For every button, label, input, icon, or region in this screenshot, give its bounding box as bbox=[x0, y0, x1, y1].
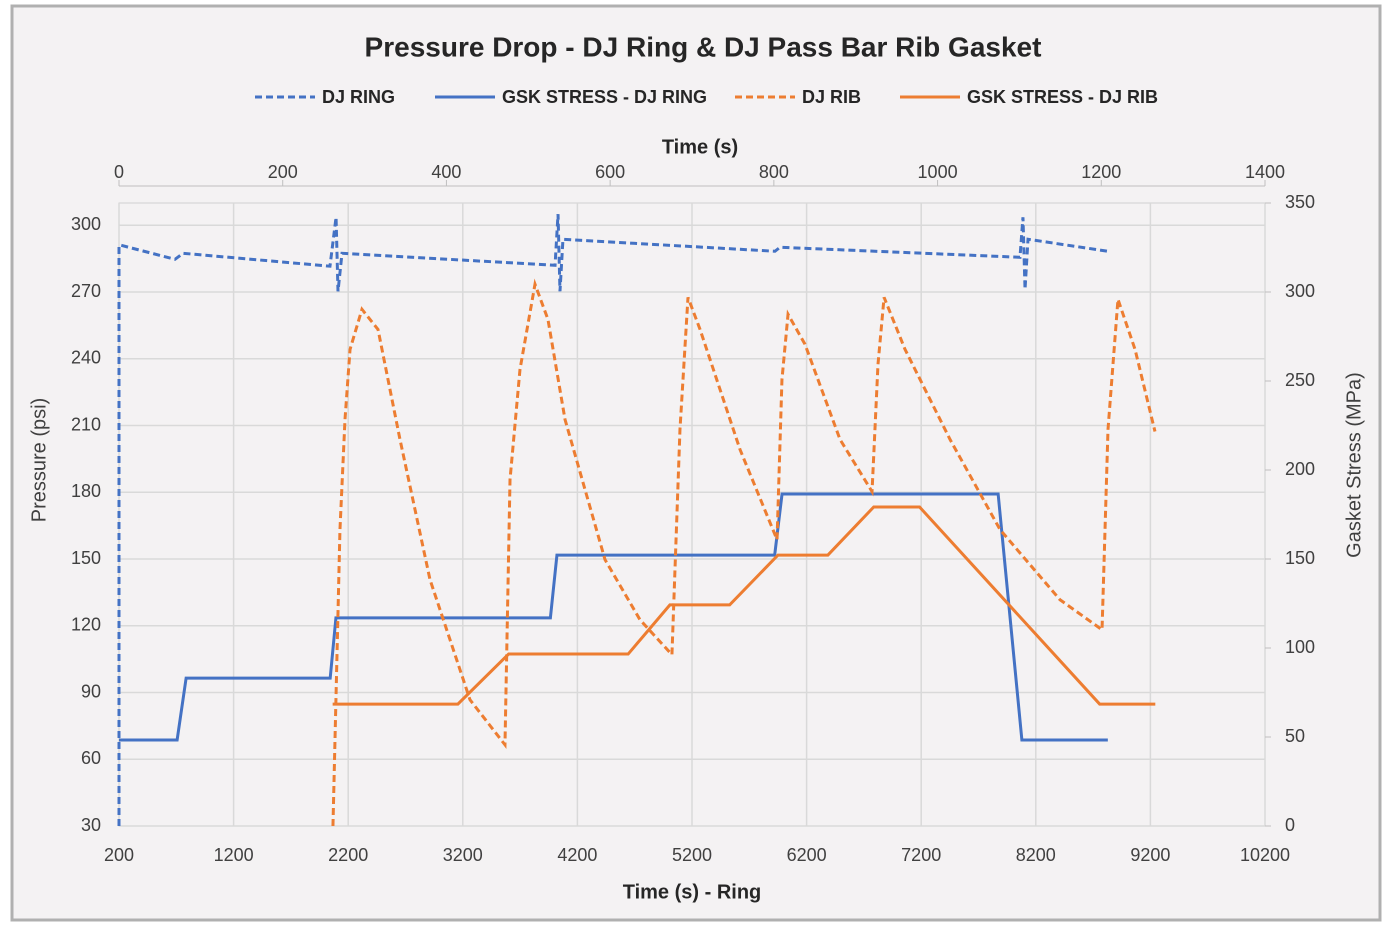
y2-axis-label: Gasket Stress (MPa) bbox=[1343, 372, 1365, 558]
y-tick-label: 60 bbox=[81, 748, 101, 768]
x-tick-label: 9200 bbox=[1130, 845, 1170, 865]
chart-frame bbox=[10, 4, 1382, 922]
y-tick-label: 210 bbox=[71, 414, 101, 434]
x-tick-label: 5200 bbox=[672, 845, 712, 865]
x-tick-label: 6200 bbox=[787, 845, 827, 865]
y2-tick-label: 0 bbox=[1285, 815, 1295, 835]
y-tick-label: 30 bbox=[81, 815, 101, 835]
y2-tick-label: 50 bbox=[1285, 726, 1305, 746]
x-tick-label: 2200 bbox=[328, 845, 368, 865]
series-line bbox=[332, 505, 1156, 706]
y-tick-label: 150 bbox=[71, 548, 101, 568]
x2-tick-label: 0 bbox=[114, 162, 124, 182]
y-tick-label: 90 bbox=[81, 681, 101, 701]
x2-tick-label: 200 bbox=[268, 162, 298, 182]
legend-label: DJ RING bbox=[322, 87, 395, 107]
y-tick-label: 300 bbox=[71, 214, 101, 234]
y-tick-label: 120 bbox=[71, 615, 101, 635]
series-line bbox=[331, 278, 1157, 827]
x2-tick-label: 400 bbox=[431, 162, 461, 182]
legend-label: GSK STRESS - DJ RIB bbox=[967, 87, 1158, 107]
y-tick-label: 270 bbox=[71, 281, 101, 301]
x-tick-label: 1200 bbox=[214, 845, 254, 865]
x-tick-label: 8200 bbox=[1016, 845, 1056, 865]
chart-title: Pressure Drop - DJ Ring & DJ Pass Bar Ri… bbox=[365, 31, 1042, 62]
y-tick-label: 240 bbox=[71, 348, 101, 368]
y-axis-label: Pressure (psi) bbox=[28, 398, 50, 522]
x2-tick-label: 1200 bbox=[1081, 162, 1121, 182]
x2-axis-label: Time (s) bbox=[662, 136, 738, 158]
x2-tick-label: 600 bbox=[595, 162, 625, 182]
x-tick-label: 10200 bbox=[1240, 845, 1290, 865]
x-tick-label: 200 bbox=[104, 845, 134, 865]
y2-tick-label: 350 bbox=[1285, 192, 1315, 212]
legend-label: GSK STRESS - DJ RING bbox=[502, 87, 707, 107]
y2-tick-label: 200 bbox=[1285, 459, 1315, 479]
y2-tick-label: 150 bbox=[1285, 548, 1315, 568]
x-tick-label: 7200 bbox=[901, 845, 941, 865]
y2-tick-label: 100 bbox=[1285, 637, 1315, 657]
x2-tick-label: 800 bbox=[759, 162, 789, 182]
x-tick-label: 4200 bbox=[557, 845, 597, 865]
x-axis-label: Time (s) - Ring bbox=[623, 881, 762, 903]
legend-label: DJ RIB bbox=[802, 87, 861, 107]
x-tick-label: 3200 bbox=[443, 845, 483, 865]
y2-tick-label: 300 bbox=[1285, 281, 1315, 301]
y-tick-label: 180 bbox=[71, 481, 101, 501]
series-line bbox=[117, 214, 1109, 826]
x2-tick-label: 1400 bbox=[1245, 162, 1285, 182]
y2-tick-label: 250 bbox=[1285, 370, 1315, 390]
x2-tick-label: 1000 bbox=[918, 162, 958, 182]
series-line bbox=[119, 492, 1108, 742]
